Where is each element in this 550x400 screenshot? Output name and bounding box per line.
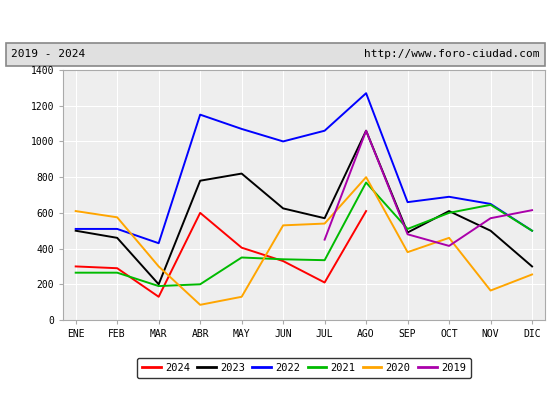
FancyBboxPatch shape xyxy=(6,43,544,66)
Legend: 2024, 2023, 2022, 2021, 2020, 2019: 2024, 2023, 2022, 2021, 2020, 2019 xyxy=(137,358,471,378)
Text: Evolucion Nº Turistas Nacionales en el municipio de Vianos: Evolucion Nº Turistas Nacionales en el m… xyxy=(43,14,507,28)
Text: 2019 - 2024: 2019 - 2024 xyxy=(11,49,85,59)
Text: http://www.foro-ciudad.com: http://www.foro-ciudad.com xyxy=(364,49,539,59)
